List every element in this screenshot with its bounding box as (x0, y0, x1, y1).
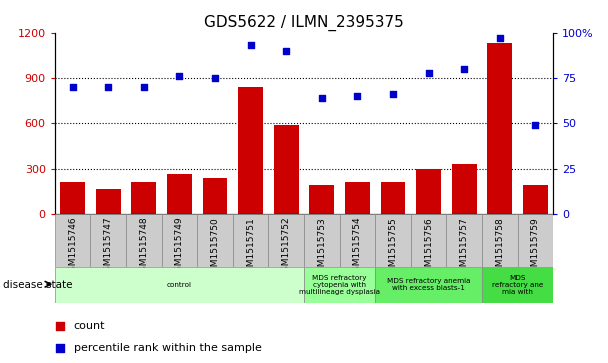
Text: GSM1515756: GSM1515756 (424, 217, 433, 278)
Bar (167, 174, 192, 214)
Bar (60, 182, 85, 214)
Bar (375, 267, 482, 303)
Point (317, 95, 326, 101)
Point (460, 66, 469, 72)
Text: MDS refractory
cytopenia with
multilineage dysplasia: MDS refractory cytopenia with multilinea… (299, 275, 380, 295)
Point (67, 84, 77, 90)
Bar (162, 214, 197, 267)
Bar (517, 214, 553, 267)
Text: GSM1515758: GSM1515758 (496, 217, 505, 278)
Bar (340, 214, 375, 267)
Text: percentile rank within the sample: percentile rank within the sample (74, 343, 261, 353)
Point (246, 42, 255, 48)
Point (388, 91, 398, 97)
Bar (126, 214, 162, 267)
Bar (233, 214, 268, 267)
Bar (304, 214, 340, 267)
Bar (131, 182, 156, 214)
Text: GSM1515755: GSM1515755 (389, 217, 398, 278)
Text: count: count (74, 321, 105, 331)
Point (495, 35, 505, 41)
Text: GSM1515759: GSM1515759 (531, 217, 540, 278)
Point (282, 48, 291, 54)
Bar (482, 214, 517, 267)
Text: GSM1515747: GSM1515747 (103, 217, 112, 277)
Text: control: control (167, 282, 192, 288)
Bar (523, 185, 548, 214)
Bar (95, 189, 120, 214)
Bar (381, 182, 406, 214)
Text: GSM1515748: GSM1515748 (139, 217, 148, 277)
Point (210, 75, 220, 81)
Text: GSM1515746: GSM1515746 (68, 217, 77, 277)
Bar (446, 214, 482, 267)
Bar (304, 267, 375, 303)
Text: GSM1515754: GSM1515754 (353, 217, 362, 277)
Text: GSM1515757: GSM1515757 (460, 217, 469, 278)
Bar (268, 214, 304, 267)
Text: GSM1515752: GSM1515752 (282, 217, 291, 277)
Bar (416, 169, 441, 214)
Title: GDS5622 / ILMN_2395375: GDS5622 / ILMN_2395375 (204, 15, 404, 31)
Bar (91, 214, 126, 267)
Text: GSM1515749: GSM1515749 (175, 217, 184, 277)
Text: GSM1515750: GSM1515750 (210, 217, 219, 278)
Bar (202, 178, 227, 214)
Bar (197, 214, 233, 267)
Text: MDS refractory anemia
with excess blasts-1: MDS refractory anemia with excess blasts… (387, 278, 471, 291)
Text: GSM1515751: GSM1515751 (246, 217, 255, 278)
Bar (375, 214, 411, 267)
Bar (309, 185, 334, 214)
Bar (482, 267, 553, 303)
Point (174, 73, 184, 79)
Bar (238, 87, 263, 214)
Bar (55, 267, 304, 303)
Bar (411, 214, 446, 267)
Point (531, 122, 541, 128)
Bar (488, 43, 513, 214)
Point (55, 345, 64, 351)
Text: MDS
refractory ane
mia with: MDS refractory ane mia with (492, 275, 544, 295)
Bar (345, 182, 370, 214)
Point (424, 70, 434, 76)
Text: GSM1515753: GSM1515753 (317, 217, 326, 278)
Point (139, 84, 148, 90)
Text: disease state: disease state (3, 280, 72, 290)
Point (103, 84, 113, 90)
Bar (55, 214, 91, 267)
Point (55, 323, 64, 329)
Bar (274, 125, 299, 214)
Bar (452, 163, 477, 214)
Point (353, 93, 362, 99)
